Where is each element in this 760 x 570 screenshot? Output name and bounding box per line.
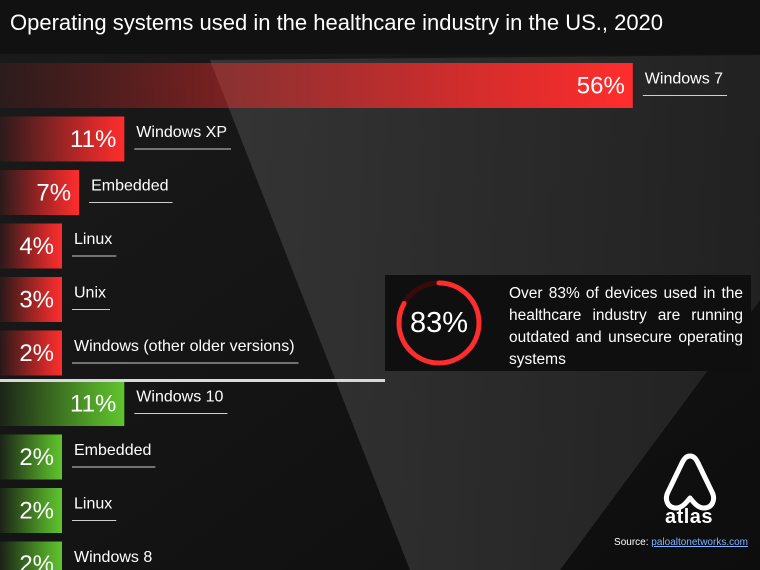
category-label-windows-8: Windows 8 (74, 549, 152, 566)
category-label-windows-7: Windows 7 (645, 71, 723, 88)
category-label-linux: Linux (74, 496, 112, 513)
category-label-embedded: Embedded (74, 442, 151, 459)
bar-windows-xp (0, 116, 125, 162)
atlas-logo-icon (663, 453, 717, 511)
bar-embedded (0, 170, 80, 215)
category-label-unix: Unix (74, 285, 106, 302)
bar-embedded (0, 434, 62, 480)
progress-ring (396, 280, 482, 366)
callout-text: Over 83% of devices used in the healthca… (509, 285, 743, 368)
value-label-unix: 3% (19, 287, 54, 314)
value-label-linux: 4% (19, 233, 54, 260)
value-label-windows-10: 11% (70, 391, 116, 418)
bar-windows-8 (0, 541, 62, 570)
source-note: Source: paloaltonetworks.com (614, 537, 748, 548)
group-divider (0, 379, 385, 382)
value-label-windows-7: 56% (577, 73, 625, 100)
category-label-windows-10: Windows 10 (136, 389, 223, 406)
source-label: Source: (614, 537, 649, 548)
bar-unix (0, 277, 62, 322)
value-label-windows-other-older-versions: 2% (19, 340, 54, 367)
category-label-windows-xp: Windows XP (136, 124, 227, 141)
category-label-embedded: Embedded (91, 178, 168, 195)
value-label-embedded: 7% (36, 180, 71, 207)
chart-title: Operating systems used in the healthcare… (10, 10, 664, 35)
value-label-windows-xp: 11% (70, 126, 116, 153)
category-label-linux: Linux (74, 231, 112, 248)
bar-linux (0, 488, 62, 533)
category-label-windows-other-older-versions: Windows (other older versions) (74, 338, 295, 355)
source-link[interactable]: paloaltonetworks.com (651, 537, 748, 548)
logo-wordmark: atlas (664, 506, 714, 528)
bar-windows-7 (0, 63, 633, 108)
bar-windows-other-older-versions (0, 330, 62, 376)
value-label-windows-8: 2% (19, 551, 54, 570)
callout-percent: 83% (409, 307, 469, 339)
bar-windows-10 (0, 381, 125, 426)
value-label-linux: 2% (19, 498, 54, 525)
callout-box: 83% Over 83% of devices used in the heal… (385, 275, 751, 371)
value-label-embedded: 2% (19, 444, 54, 471)
bar-linux (0, 223, 62, 269)
